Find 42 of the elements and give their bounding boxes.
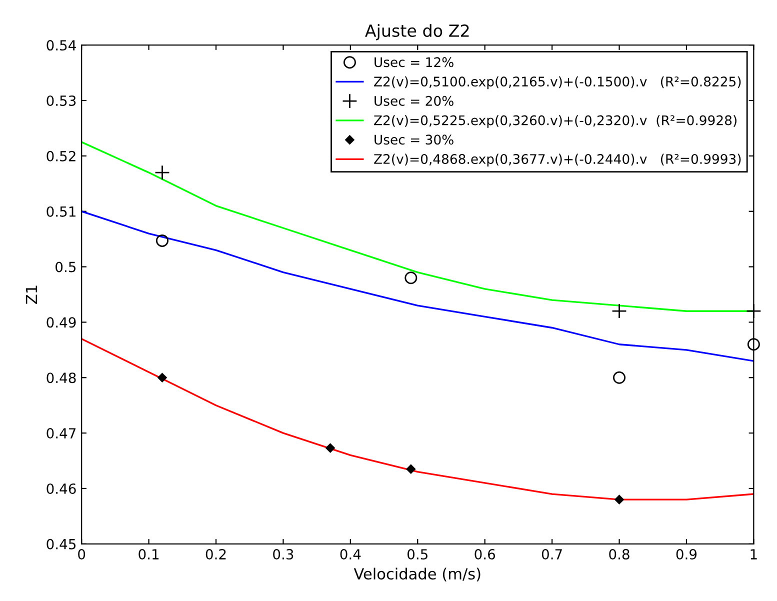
legend-label: Usec = 30% — [374, 134, 454, 145]
legend-label: Usec = 20% — [374, 96, 454, 106]
x-tick-label: 0.6 — [474, 549, 496, 560]
point — [746, 303, 762, 319]
chart-title: Ajuste do Z2 — [365, 24, 469, 40]
x-tick-label: 0.8 — [609, 549, 630, 560]
point — [406, 464, 416, 474]
y-axis-title: Z1 — [26, 286, 38, 304]
y-tick-label: 0.51 — [46, 206, 76, 217]
legend-label: Z2(v)=0,5100.exp(0,2165.v)+(-0.1500).v (R²=0.8225) — [374, 76, 741, 90]
y-tick-label: 0.45 — [46, 538, 76, 550]
x-tick-label: 0.9 — [676, 549, 697, 560]
point — [614, 494, 624, 504]
x-tick-label: 1 — [750, 549, 757, 560]
x-tick-label: 0.1 — [138, 549, 159, 560]
point — [158, 373, 167, 382]
y-tick-label: 0.52 — [46, 150, 76, 162]
x-tick-label: 0.4 — [340, 549, 361, 560]
x-tick-label: 0.3 — [273, 549, 294, 560]
point — [612, 303, 627, 319]
y-tick-label: 0.53 — [46, 95, 76, 106]
y-tick-label: 0.47 — [46, 428, 76, 439]
y-tick-label: 0.49 — [46, 317, 76, 328]
point — [156, 234, 168, 247]
x-tick-label: 0.7 — [542, 549, 562, 560]
y-tick-label: 0.5 — [56, 262, 76, 272]
point — [613, 371, 626, 384]
x-tick-label: 0 — [78, 549, 86, 560]
point — [747, 338, 760, 351]
y-tick-label: 0.46 — [46, 483, 76, 494]
x-tick-label: 0.2 — [206, 549, 226, 560]
y-tick-label: 0.48 — [46, 372, 76, 384]
x-tick-label: 0.5 — [408, 549, 428, 560]
point — [404, 272, 418, 284]
y-tick-label: 0.54 — [46, 40, 76, 51]
point — [154, 164, 170, 180]
legend-label: Z2(v)=0,5225.exp(0,3260.v)+(-0,2320).v (R²=0.9928) — [374, 115, 736, 128]
point — [326, 443, 335, 453]
line-series — [82, 210, 754, 362]
legend-label: Usec = 12% — [374, 57, 454, 68]
x-axis-title: Velocidade (m/s) — [354, 568, 480, 582]
legend-label: Z2(v)=0,4868.exp(0,3677.v)+(-0.2440).v (R²=0.9993) — [374, 154, 741, 167]
